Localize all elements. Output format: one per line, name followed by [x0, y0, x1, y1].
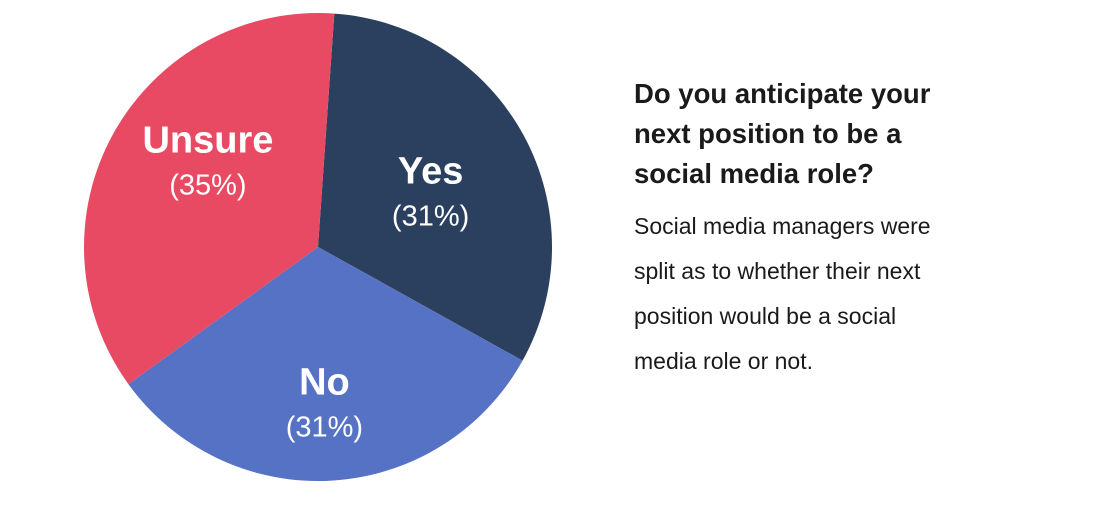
text-panel: Do you anticipate your next position to … [634, 74, 1054, 384]
slice-value-no: (31%) [286, 411, 363, 443]
slice-value-yes: (31%) [392, 201, 469, 233]
slice-label-no: No [299, 361, 350, 403]
slice-value-unsure: (35%) [169, 170, 246, 202]
description-text: Social media managers were split as to w… [634, 213, 931, 374]
pie-chart: Yes (31%) No (31%) Unsure (35%) [83, 13, 553, 482]
pie-slice-no [128, 247, 523, 482]
pie-slice-unsure [83, 13, 335, 385]
slice-label-yes: Yes [398, 151, 464, 193]
slice-label-unsure: Unsure [142, 120, 273, 162]
question-heading: Do you anticipate your next position to … [634, 78, 931, 189]
pie-slice-yes [318, 13, 553, 361]
